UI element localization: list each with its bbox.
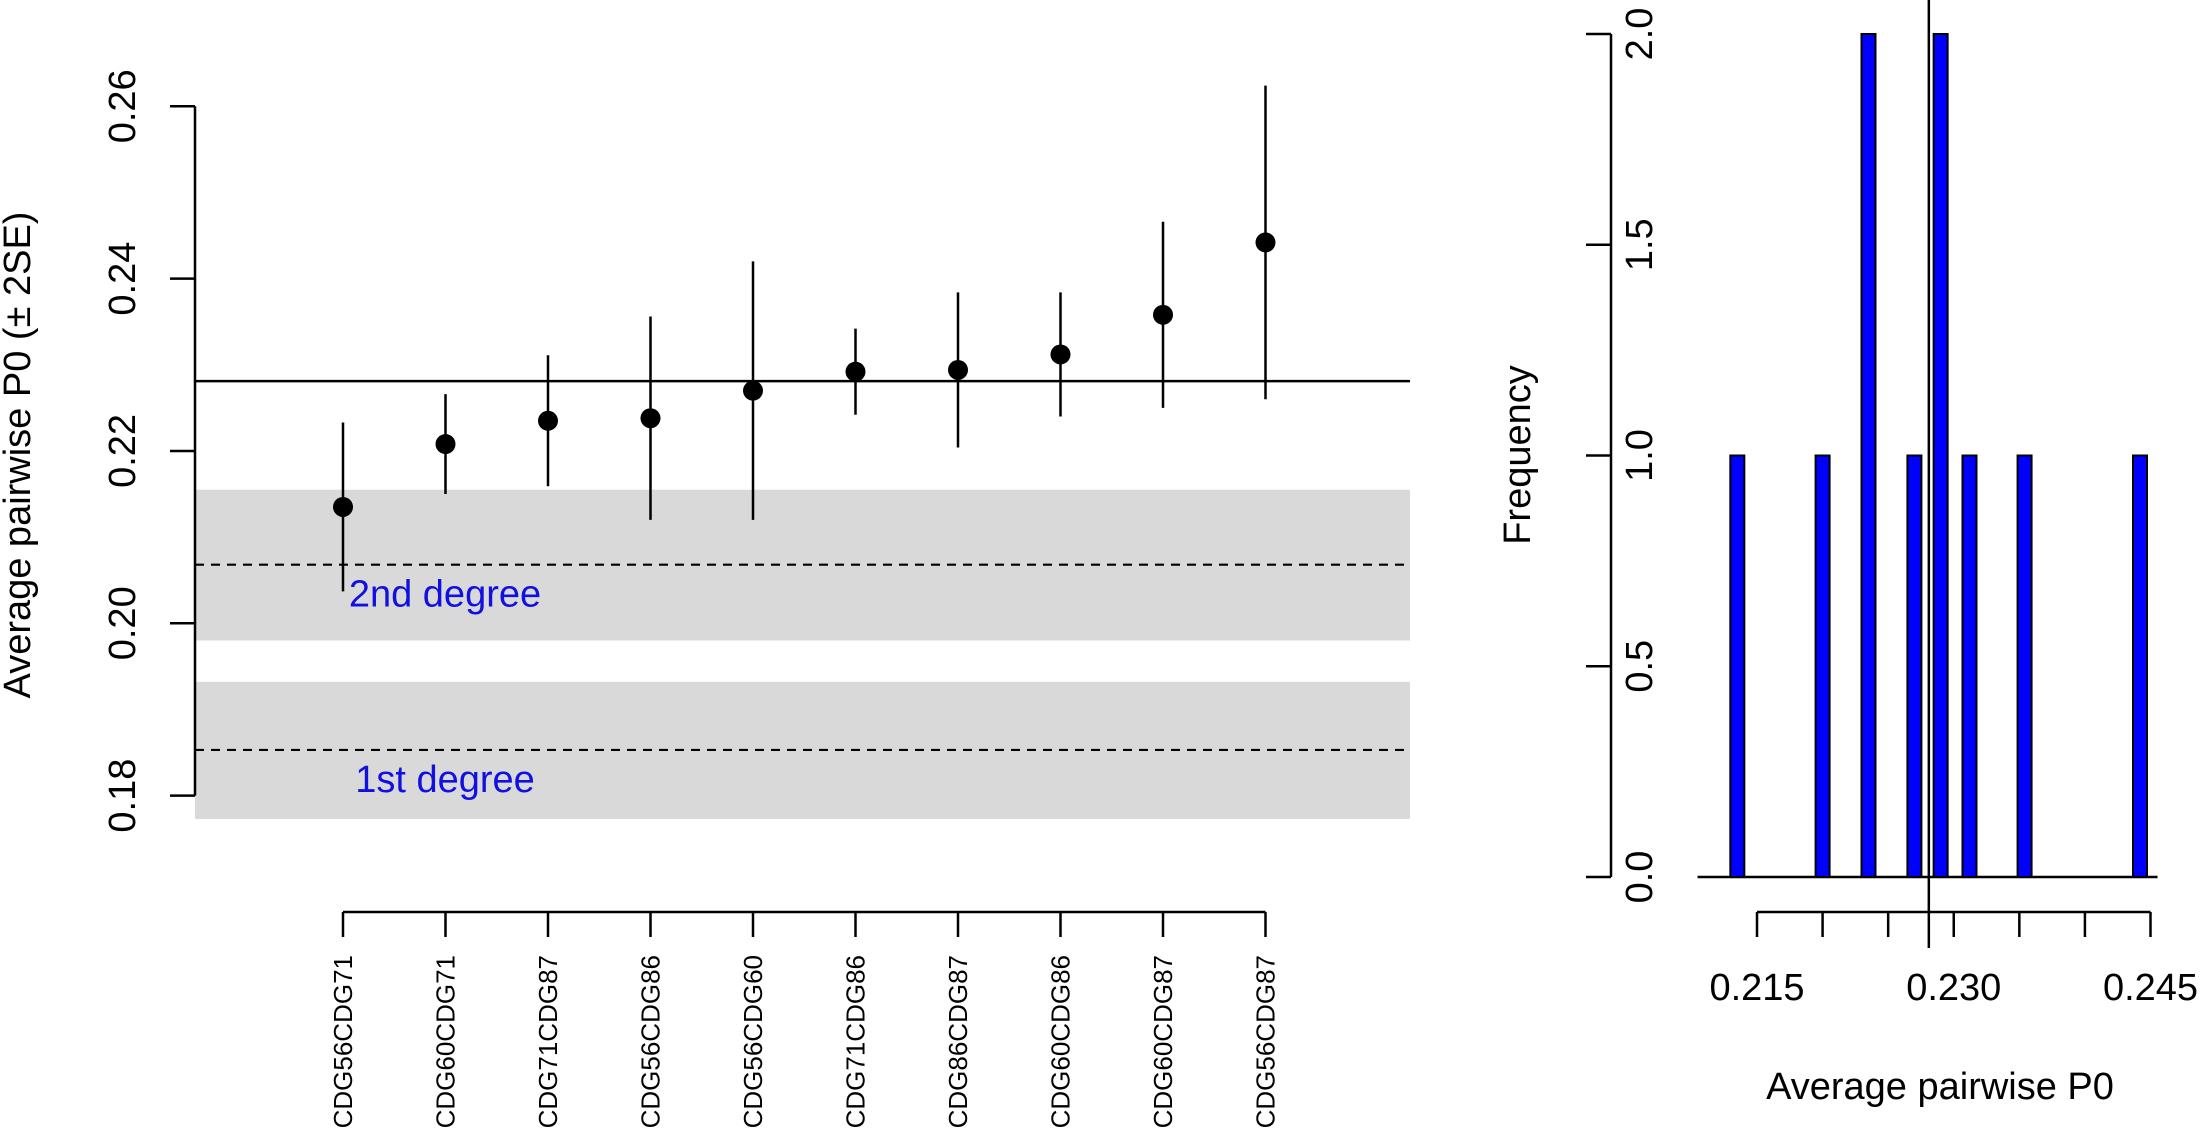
y-tick-label: 0.20 [102,586,144,660]
histogram-bar [1860,33,1877,878]
histogram-bar [1932,33,1949,878]
data-point [1050,344,1071,365]
y-tick-label: 0.5 [1619,640,1661,693]
y-tick-label: 0.22 [102,414,144,488]
x-tick-label: CDG56CDG60 [738,955,768,1128]
right-x-axis-label: Average pairwise P0 [1766,1066,2114,1108]
histogram-bar [1814,454,1831,878]
y-tick-label: 2.0 [1619,8,1661,61]
y-tick-label: 0.0 [1619,851,1661,904]
relatedness-bands: 2nd degree 1st degree [195,379,1410,819]
data-point [1255,232,1276,253]
x-tick-label: CDG60CDG71 [431,955,461,1128]
right-y-axis-label: Frequency [1497,365,1539,545]
x-tick-label: CDG60CDG86 [1046,955,1076,1128]
histogram-bar [1961,454,1978,878]
x-tick-label: 0.215 [1709,967,1804,1009]
x-tick-label: CDG71CDG86 [841,955,871,1128]
histogram-bar [1729,454,1746,878]
histogram-bar [2132,454,2149,878]
data-point [640,408,661,429]
right-x-axis: 0.215 0.230 0.245 [1709,910,2198,1009]
x-tick-label: CDG56CDG86 [636,955,666,1128]
data-point [1153,304,1173,325]
data-point [743,380,763,401]
histogram-bars [1697,0,2158,948]
data-point [435,434,456,455]
left-panel-dotplot: 2nd degree 1st degree 0.18 0.20 0.22 0.24 0.2… [0,69,1410,1128]
left-y-axis: 0.18 0.20 0.22 0.24 0.26 [102,69,197,833]
y-tick-label: 1.0 [1619,429,1661,482]
x-tick-label: 0.230 [1906,967,2001,1009]
data-point [333,496,353,517]
x-tick-label: CDG71CDG87 [533,955,563,1128]
points-with-error-bars [333,85,1276,592]
histogram-bar [2016,454,2033,878]
x-tick-label: 0.245 [2103,967,2198,1009]
x-tick-label: CDG56CDG71 [328,955,358,1128]
band-label: 2nd degree [349,574,541,616]
band-label: 1st degree [355,759,535,801]
x-tick-label: CDG56CDG87 [1251,955,1281,1128]
left-y-axis-label: Average pairwise P0 (± 2SE) [0,212,39,699]
right-y-axis: 0.0 0.5 1.0 1.5 2.0 [1586,8,1661,904]
left-x-axis: CDG56CDG71 CDG60CDG71 CDG71CDG87 CDG56CDG86… [328,910,1281,1128]
data-point [948,359,968,380]
data-point [538,410,558,431]
x-tick-label: CDG60CDG87 [1148,955,1178,1128]
histogram-bar [1906,454,1923,878]
y-tick-label: 0.26 [102,69,144,143]
y-tick-label: 0.18 [102,759,144,833]
x-tick-label: CDG86CDG87 [943,955,973,1128]
data-point [845,361,866,382]
y-tick-label: 0.24 [102,242,144,316]
y-tick-label: 1.5 [1619,218,1661,271]
right-panel-histogram: 0.0 0.5 1.0 1.5 2.0 0.215 0.230 0.245 Frequenc… [1497,0,2198,1108]
